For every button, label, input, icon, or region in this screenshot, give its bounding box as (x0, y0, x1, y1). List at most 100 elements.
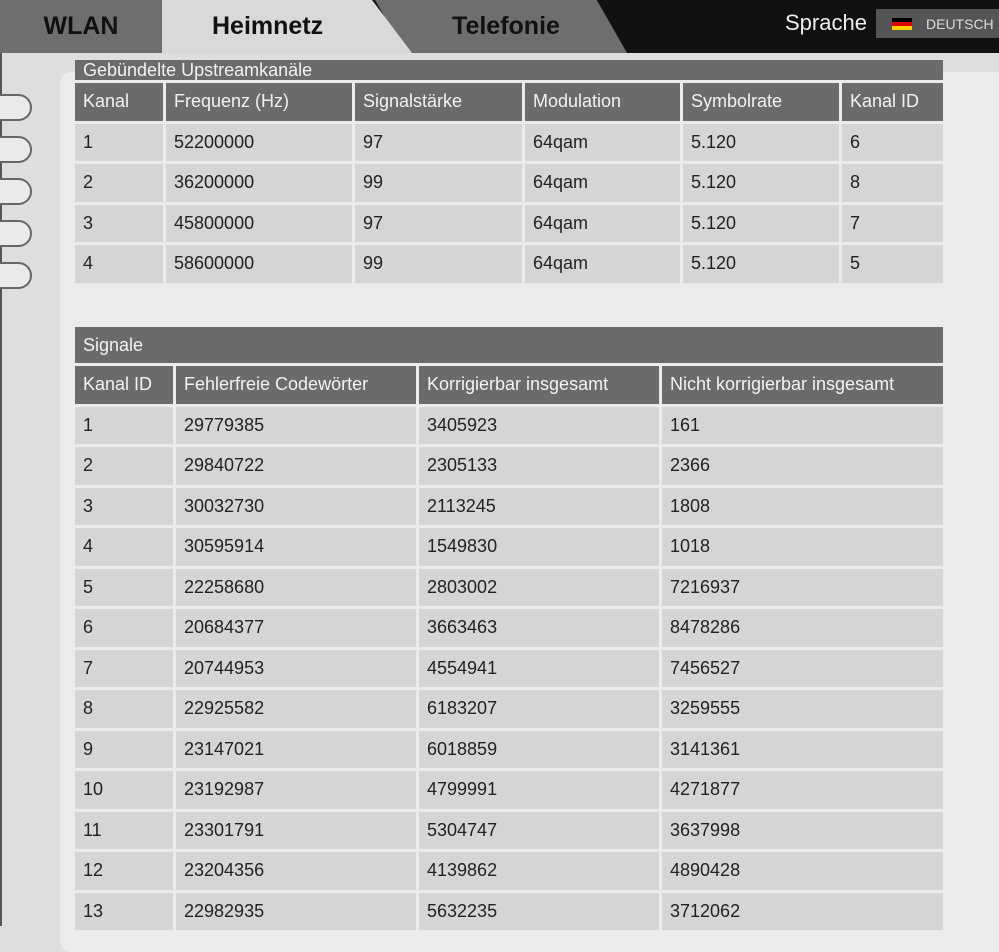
table-cell: 23204356 (176, 852, 416, 890)
column-header: Kanal ID (75, 366, 173, 404)
german-flag-icon (892, 17, 912, 30)
table-row: 2 29840722 2305133 2366 (75, 447, 943, 485)
table-cell: 99 (355, 245, 522, 283)
table-cell: 23301791 (176, 811, 416, 849)
table-row: 1 52200000 97 64qam 5.120 6 (75, 123, 943, 161)
table-cell: 4799991 (419, 771, 659, 809)
table-row: 9 23147021 6018859 3141361 (75, 730, 943, 768)
table-row: 5 22258680 2803002 7216937 (75, 568, 943, 606)
table-cell: 3259555 (662, 690, 943, 728)
tab-wlan[interactable]: WLAN (0, 0, 162, 53)
table-cell: 2803002 (419, 568, 659, 606)
table-cell: 23192987 (176, 771, 416, 809)
table-cell: 4 (75, 528, 173, 566)
sidebar-button[interactable] (0, 136, 32, 163)
table-cell: 5 (842, 245, 943, 283)
table-cell: 8 (842, 164, 943, 202)
table-cell: 2113245 (419, 487, 659, 525)
table-cell: 2 (75, 447, 173, 485)
table-cell: 2366 (662, 447, 943, 485)
table-cell: 45800000 (166, 204, 352, 242)
tab-label: WLAN (43, 12, 119, 40)
language-value: DEUTSCH (926, 15, 994, 32)
table-cell: 30032730 (176, 487, 416, 525)
table-row: 8 22925582 6183207 3259555 (75, 690, 943, 728)
table-cell: 64qam (525, 164, 680, 202)
table-row: 10 23192987 4799991 4271877 (75, 771, 943, 809)
sidebar-button[interactable] (0, 262, 32, 289)
top-navigation: WLAN Telefonie Heimnetz Sprache DEUTSCH (0, 0, 999, 53)
table-cell: 1808 (662, 487, 943, 525)
column-header: Kanal (75, 83, 163, 121)
table-row: 4 30595914 1549830 1018 (75, 528, 943, 566)
table-cell: 58600000 (166, 245, 352, 283)
sidebar-edge (0, 53, 2, 926)
table-cell: 52200000 (166, 123, 352, 161)
table-cell: 4271877 (662, 771, 943, 809)
table-cell: 161 (662, 406, 943, 444)
table-cell: 3 (75, 487, 173, 525)
table-title: Signale (75, 327, 943, 363)
table-cell: 9 (75, 730, 173, 768)
column-header: Korrigierbar insgesamt (419, 366, 659, 404)
table-cell: 3405923 (419, 406, 659, 444)
table-cell: 29779385 (176, 406, 416, 444)
table-cell: 3663463 (419, 609, 659, 647)
column-header: Nicht korrigierbar insgesamt (662, 366, 943, 404)
table-cell: 5.120 (683, 245, 839, 283)
tab-label: Heimnetz (212, 12, 324, 40)
language-label: Sprache (785, 10, 867, 35)
tab-telefonie[interactable]: Telefonie (375, 0, 627, 53)
column-header: Symbolrate (683, 83, 839, 121)
table-cell: 20744953 (176, 649, 416, 687)
table-cell: 5 (75, 568, 173, 606)
table-cell: 4 (75, 245, 163, 283)
table-cell: 12 (75, 852, 173, 890)
table-cell: 23147021 (176, 730, 416, 768)
table-cell: 5632235 (419, 892, 659, 930)
table-cell: 64qam (525, 123, 680, 161)
table-cell: 1018 (662, 528, 943, 566)
table-cell: 3 (75, 204, 163, 242)
table-title: Gebündelte Upstreamkanäle (75, 60, 943, 80)
table-cell: 1 (75, 406, 173, 444)
sidebar-button[interactable] (0, 178, 32, 205)
table-cell: 7216937 (662, 568, 943, 606)
table-row: 7 20744953 4554941 7456527 (75, 649, 943, 687)
sidebar-button[interactable] (0, 220, 32, 247)
tab-heimnetz[interactable]: Heimnetz (162, 0, 412, 53)
table-row: 3 30032730 2113245 1808 (75, 487, 943, 525)
signals-table: Signale Kanal ID Fehlerfreie Codewörter Kor… (72, 324, 946, 933)
table-cell: 11 (75, 811, 173, 849)
table-cell: 97 (355, 123, 522, 161)
table-cell: 5.120 (683, 204, 839, 242)
table-cell: 97 (355, 204, 522, 242)
table-cell: 4554941 (419, 649, 659, 687)
table-cell: 10 (75, 771, 173, 809)
table-row: 2 36200000 99 64qam 5.120 8 (75, 164, 943, 202)
table-cell: 7 (842, 204, 943, 242)
table-cell: 8 (75, 690, 173, 728)
upstream-table: Gebündelte Upstreamkanäle Kanal Frequenz (… (72, 57, 946, 286)
sidebar-button[interactable] (0, 94, 32, 121)
table-cell: 13 (75, 892, 173, 930)
table-row: 13 22982935 5632235 3712062 (75, 892, 943, 930)
table-row: 4 58600000 99 64qam 5.120 5 (75, 245, 943, 283)
table-cell: 20684377 (176, 609, 416, 647)
column-header: Signalstärke (355, 83, 522, 121)
table-cell: 6 (75, 609, 173, 647)
table-cell: 6 (842, 123, 943, 161)
table-cell: 3712062 (662, 892, 943, 930)
table-cell: 8478286 (662, 609, 943, 647)
table-cell: 5304747 (419, 811, 659, 849)
table-cell: 99 (355, 164, 522, 202)
table-cell: 4890428 (662, 852, 943, 890)
table-cell: 36200000 (166, 164, 352, 202)
table-row: 11 23301791 5304747 3637998 (75, 811, 943, 849)
table-cell: 7456527 (662, 649, 943, 687)
table-cell: 6183207 (419, 690, 659, 728)
table-cell: 2305133 (419, 447, 659, 485)
language-select[interactable]: DEUTSCH (876, 9, 999, 38)
table-cell: 4139862 (419, 852, 659, 890)
table-cell: 5.120 (683, 164, 839, 202)
